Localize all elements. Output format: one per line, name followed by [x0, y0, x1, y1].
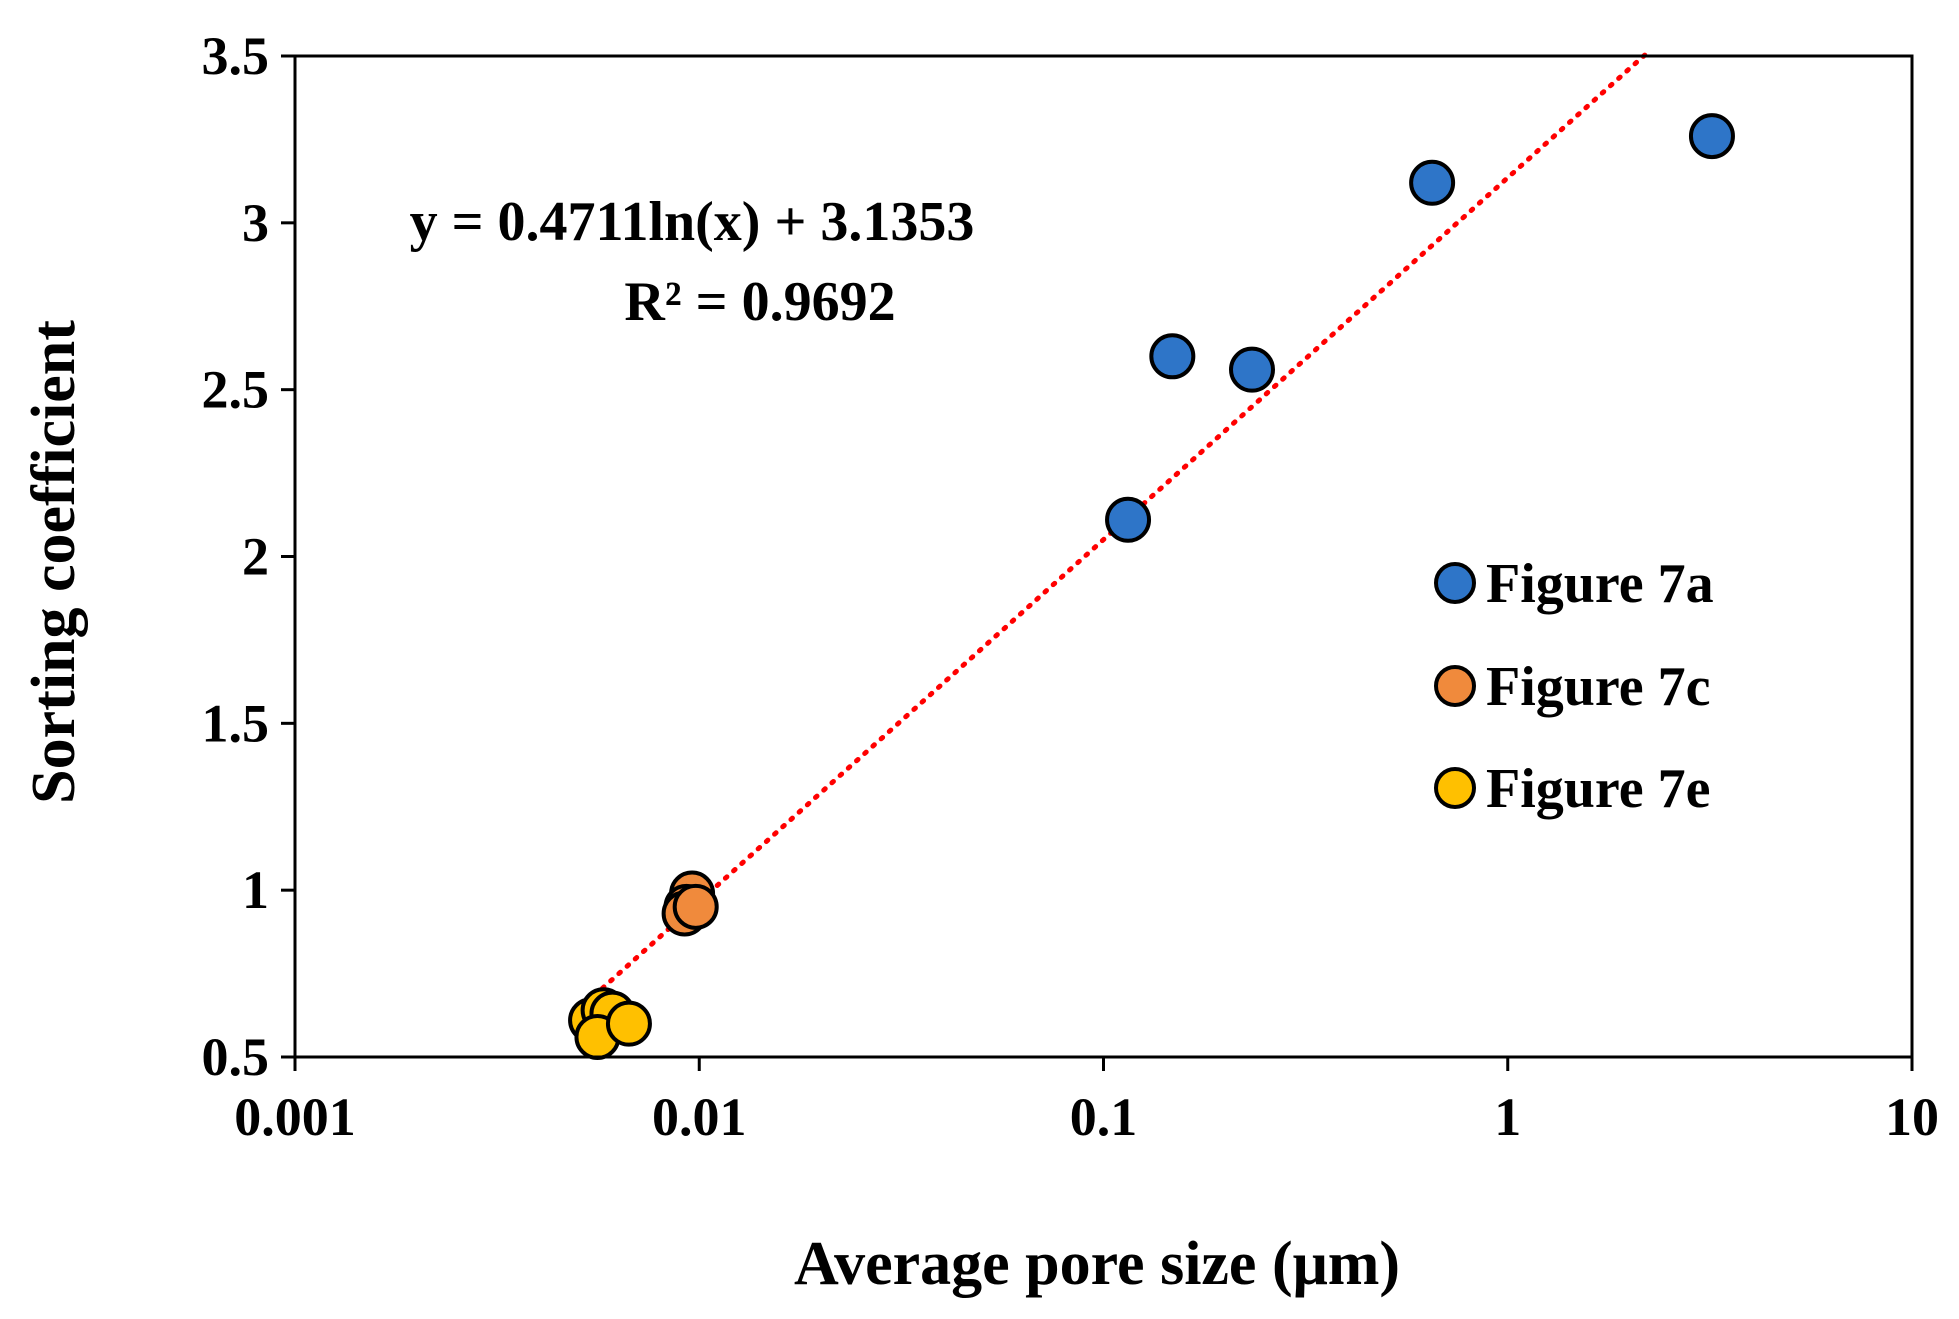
- data-point-figure-7e: [605, 1000, 652, 1047]
- legend-marker-figure-7c: [1434, 665, 1476, 707]
- x-tick-label: 0.01: [652, 1087, 747, 1147]
- y-tick-label: 2: [242, 527, 269, 587]
- x-tick-label: 0.1: [1070, 1087, 1138, 1147]
- points-layer: [568, 113, 1735, 1060]
- trendline-equation: y = 0.4711ln(x) + 3.1353: [410, 191, 975, 253]
- legend-label-figure-7e: Figure 7e: [1486, 758, 1710, 820]
- x-tick-label: 0.001: [234, 1087, 356, 1147]
- data-point-figure-7a: [1409, 159, 1456, 206]
- data-point-figure-7a: [1229, 346, 1276, 393]
- legend-item-figure-7a: Figure 7a: [1434, 553, 1714, 615]
- y-tick-label: 0.5: [202, 1027, 270, 1087]
- y-tick-label: 3.5: [202, 26, 270, 86]
- x-tick-label: 10: [1885, 1087, 1939, 1147]
- legend-marker-figure-7a: [1434, 562, 1476, 604]
- x-axis-title: Average pore size (μm): [794, 1230, 1400, 1298]
- y-tick-label: 3: [242, 193, 269, 253]
- legend-item-figure-7e: Figure 7e: [1434, 758, 1710, 820]
- data-point-figure-7a: [1149, 333, 1196, 380]
- y-tick-label: 2.5: [202, 360, 270, 420]
- trendline-r-squared: R² = 0.9692: [624, 271, 895, 333]
- data-point-figure-7a: [1105, 496, 1152, 543]
- y-tick-label: 1.5: [202, 693, 270, 753]
- x-tick-label: 1: [1494, 1087, 1521, 1147]
- data-point-figure-7a: [1688, 113, 1735, 160]
- y-tick-label: 1: [242, 860, 269, 920]
- legend: Figure 7a Figure 7c Figure 7e: [1434, 553, 1714, 820]
- legend-label-figure-7a: Figure 7a: [1486, 553, 1714, 615]
- legend-item-figure-7c: Figure 7c: [1434, 656, 1710, 718]
- y-axis-title: Sorting coefficient: [20, 320, 88, 804]
- legend-label-figure-7c: Figure 7c: [1486, 656, 1710, 718]
- axis-ticks: 0.001 0.01 0.1 1 10 0.5 1 1.5 2 2.5 3 3.5: [202, 26, 1940, 1147]
- legend-marker-figure-7e: [1434, 767, 1476, 809]
- data-point-figure-7c: [672, 883, 719, 930]
